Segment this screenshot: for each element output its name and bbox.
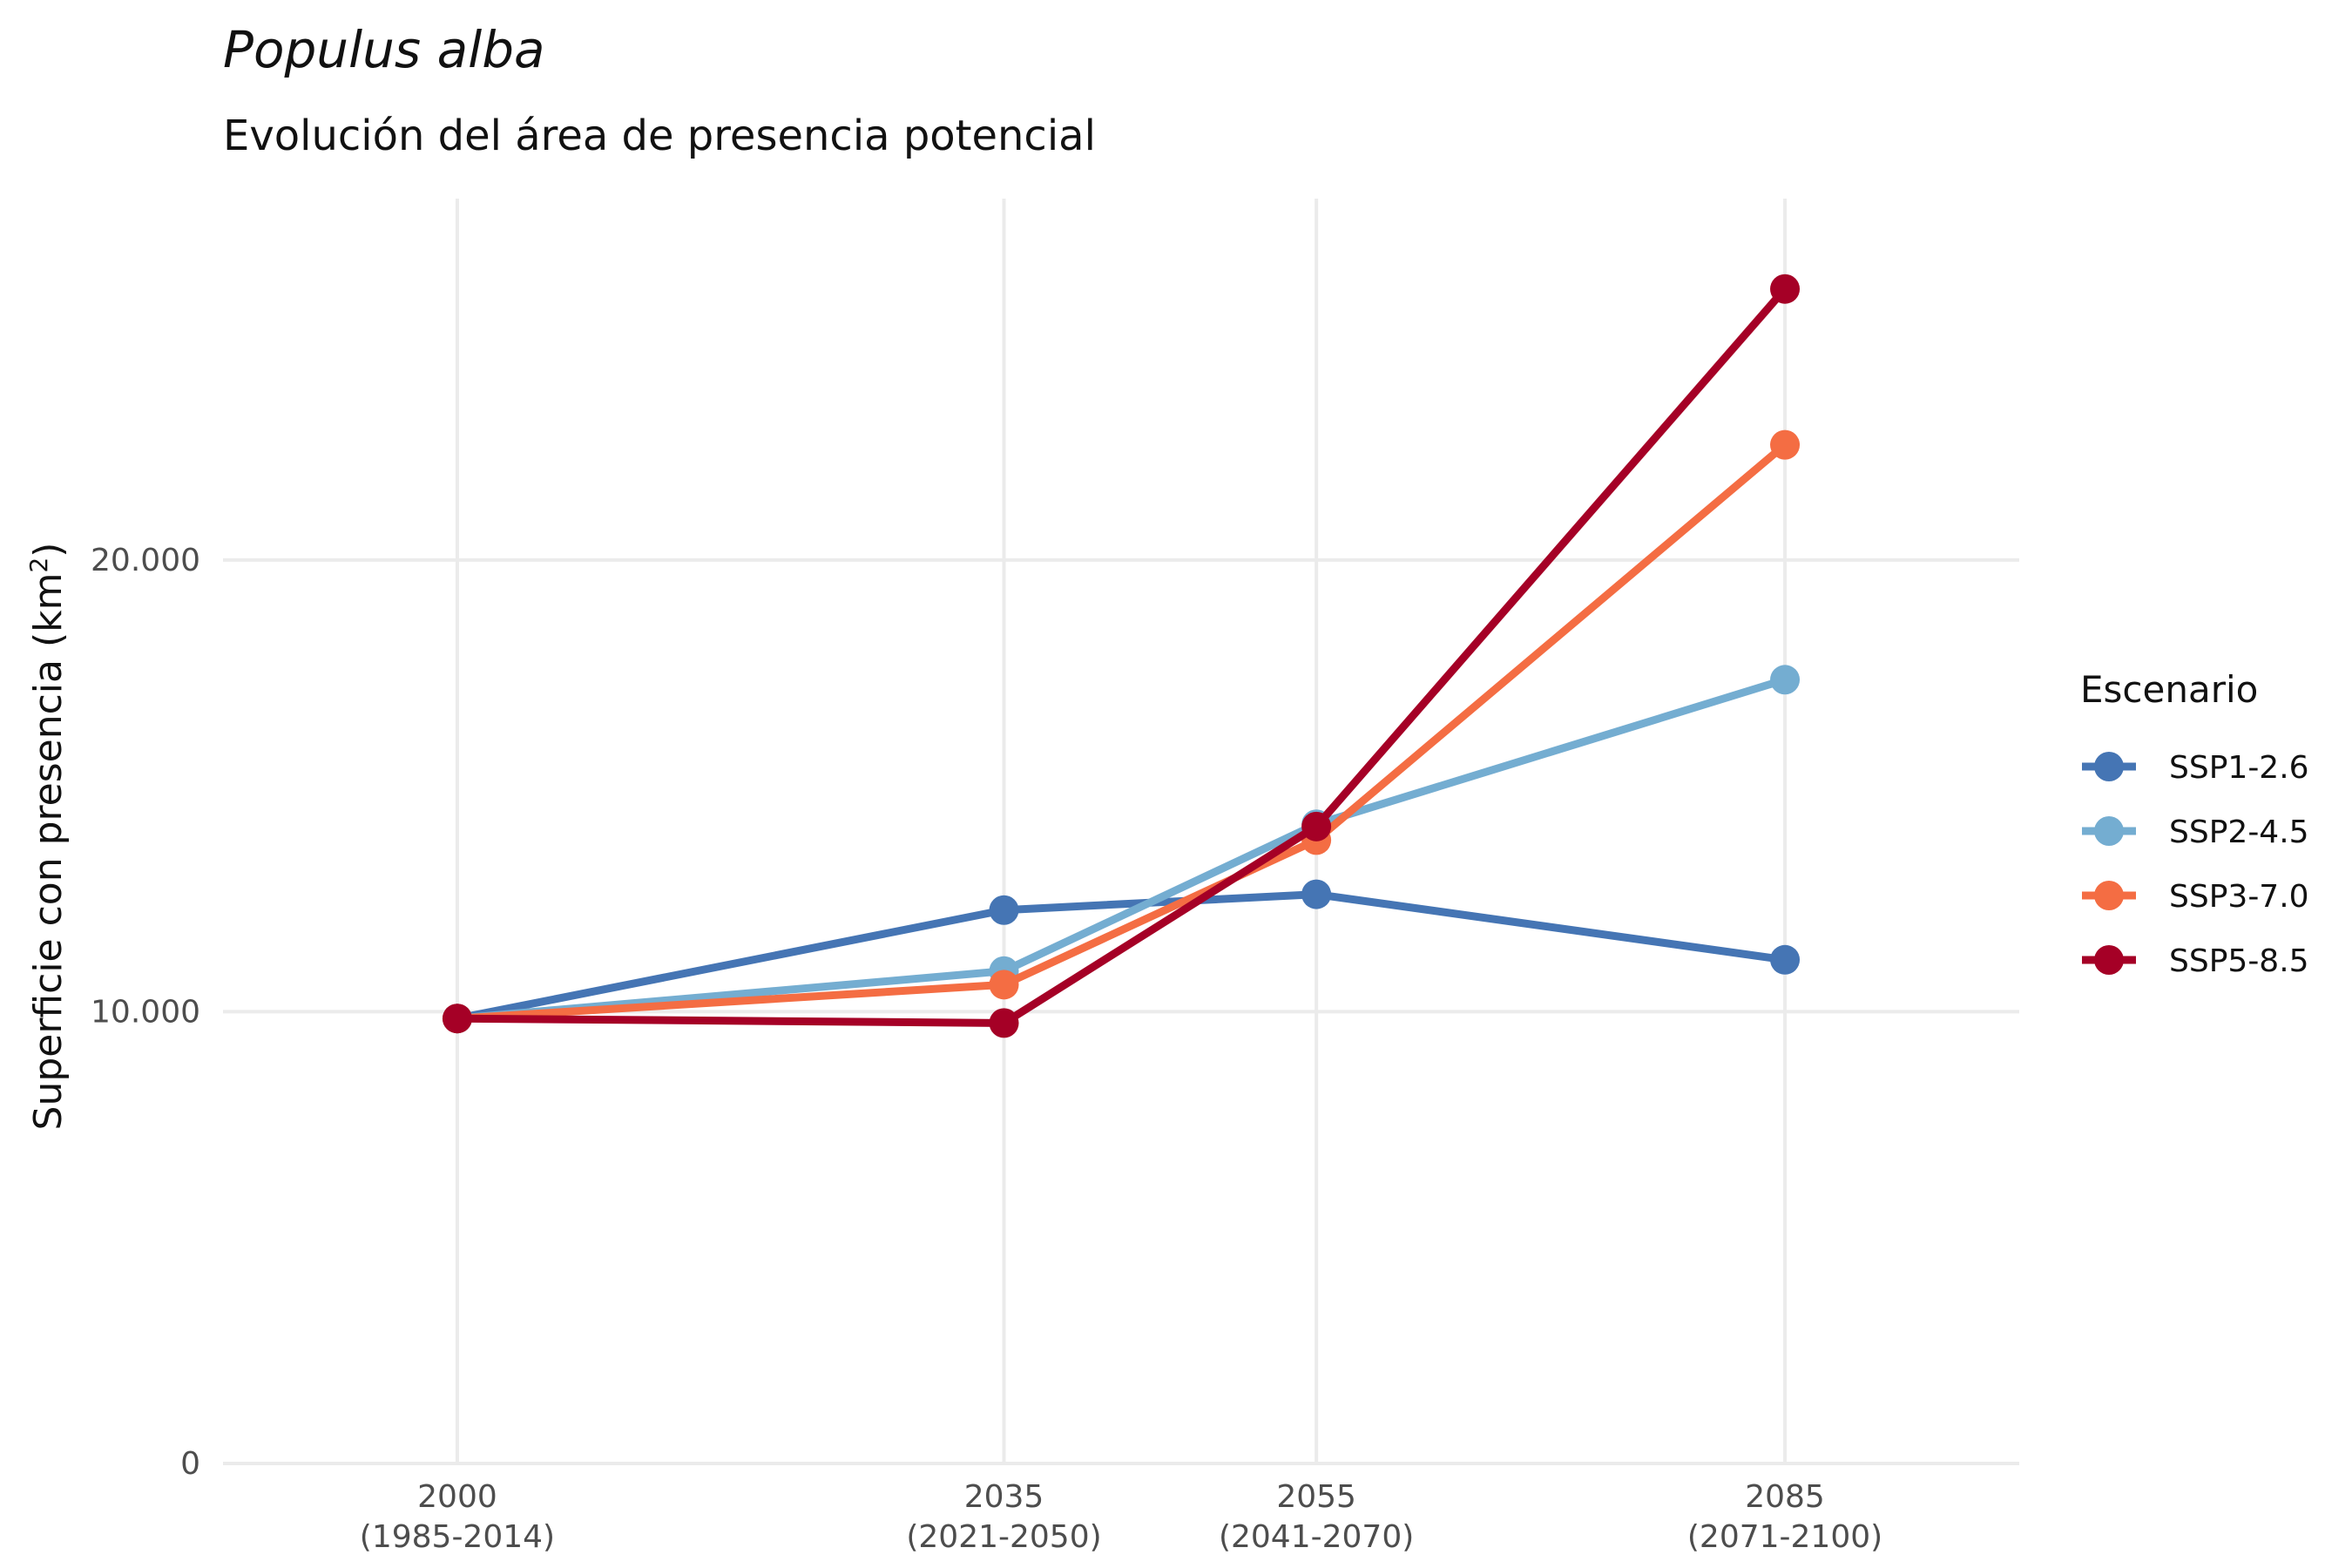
x-tick-sublabel: (2071-2100)	[1687, 1519, 1882, 1555]
grid	[223, 199, 2019, 1465]
legend-label: SSP5-8.5	[2169, 943, 2309, 979]
series-ssp3-7.0	[442, 429, 1801, 1034]
legend-label: SSP2-4.5	[2169, 814, 2309, 850]
legend-swatch-point	[2094, 945, 2124, 975]
data-point	[989, 970, 1019, 1000]
data-point	[1770, 429, 1801, 460]
legend-label: SSP1-2.6	[2169, 750, 2309, 786]
x-tick-sublabel: (2041-2070)	[1219, 1519, 1414, 1555]
series	[442, 274, 1801, 1038]
legend-swatch-point	[2094, 816, 2124, 846]
legend-label: SSP3-7.0	[2169, 879, 2309, 915]
x-tick-label: 2055	[1276, 1479, 1356, 1515]
x-tick-label: 2035	[964, 1479, 1044, 1515]
series-line	[453, 441, 1789, 1023]
data-point	[442, 1004, 472, 1034]
y-axis-title-main: Superficie con presencia (km	[26, 573, 71, 1131]
data-point	[1301, 811, 1332, 841]
legend: Escenario SSP1-2.6 SSP2-4.5 SSP3-7.0 SSP5-8…	[2080, 668, 2309, 979]
data-point	[989, 895, 1019, 925]
x-tick-label: 2000	[417, 1479, 497, 1515]
x-axis-ticks: 2000 (1985-2014) 2035 (2021-2050) 2055 (2041-…	[360, 1479, 1882, 1555]
y-axis-title: Superficie con presencia (km2)	[24, 543, 71, 1131]
series-ssp1-2.6	[442, 879, 1801, 1034]
x-tick-sublabel: (2021-2050)	[906, 1519, 1101, 1555]
legend-title: Escenario	[2080, 668, 2258, 711]
legend-item: SSP2-4.5	[2082, 814, 2309, 850]
y-tick-label: 20.000	[91, 543, 200, 578]
y-axis-title-end: )	[26, 543, 71, 558]
series-line	[453, 675, 1789, 1023]
legend-item: SSP3-7.0	[2082, 879, 2309, 915]
legend-items: SSP1-2.6 SSP2-4.5 SSP3-7.0 SSP5-8.5	[2082, 750, 2309, 979]
y-axis-ticks: 0 10.000 20.000	[91, 543, 200, 1482]
y-tick-label: 0	[180, 1446, 200, 1482]
data-point	[1770, 944, 1801, 975]
x-tick-label: 2085	[1745, 1479, 1825, 1515]
legend-item: SSP5-8.5	[2082, 943, 2309, 979]
y-tick-label: 10.000	[91, 994, 200, 1030]
series-line	[453, 890, 1789, 1023]
legend-item: SSP1-2.6	[2082, 750, 2309, 786]
chart-subtitle: Evolución del área de presencia potencia…	[223, 112, 1096, 160]
data-point	[1770, 274, 1801, 304]
series-ssp5-8.5	[442, 274, 1801, 1038]
data-point	[1770, 665, 1801, 695]
series-line	[453, 285, 1789, 1027]
data-point	[1301, 879, 1332, 909]
legend-swatch-point	[2094, 881, 2124, 910]
chart-title: Populus alba	[223, 20, 545, 79]
legend-swatch-point	[2094, 752, 2124, 781]
y-axis-title-superscript: 2	[24, 558, 53, 573]
data-point	[989, 1008, 1019, 1038]
x-tick-sublabel: (1985-2014)	[360, 1519, 555, 1555]
